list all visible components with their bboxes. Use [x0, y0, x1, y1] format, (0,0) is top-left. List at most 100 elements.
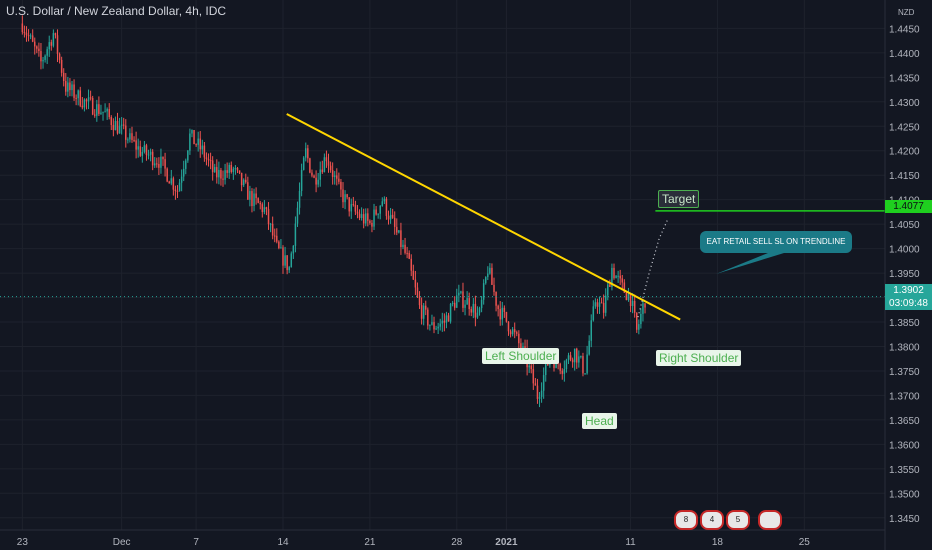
x-tick-label: 28	[451, 537, 463, 548]
trendline	[286, 113, 681, 321]
candle-body	[319, 169, 321, 180]
candle-body	[226, 170, 228, 173]
candle-body	[25, 32, 28, 36]
event-flag-icon[interactable]	[758, 510, 782, 530]
candle-body	[222, 178, 224, 180]
candle-body	[120, 124, 123, 126]
x-tick-label: 25	[799, 537, 811, 548]
candle-body	[98, 104, 100, 114]
right-shoulder-label[interactable]: Right Shoulder	[656, 350, 742, 366]
candle-body	[145, 145, 148, 155]
candle-body	[282, 247, 284, 266]
candle-body	[195, 144, 197, 146]
candle-body	[127, 139, 129, 141]
candle-body	[586, 354, 588, 374]
x-tick-label: Dec	[113, 537, 131, 548]
candle-body	[360, 214, 363, 218]
candle-body	[534, 383, 537, 386]
candle-body	[412, 270, 415, 280]
candle-body	[410, 258, 413, 271]
candle-body	[344, 194, 346, 203]
candle-body	[387, 215, 390, 220]
candle-body	[230, 164, 233, 172]
event-flag-icon[interactable]: 5	[726, 510, 750, 530]
candle-body	[62, 72, 65, 82]
y-tick-label: 1.3850	[889, 318, 920, 329]
candle-body	[333, 175, 336, 177]
candle-body	[298, 190, 301, 208]
candle-body	[259, 202, 261, 205]
candle-body	[408, 253, 410, 259]
candle-body	[178, 182, 181, 192]
candle-body	[362, 214, 365, 224]
candle-body	[497, 305, 499, 310]
candle-body	[317, 179, 319, 185]
candle-body	[578, 356, 580, 363]
candle-body	[89, 97, 92, 99]
head-label[interactable]: Head	[582, 413, 617, 429]
candle-body	[54, 33, 57, 36]
candle-body	[493, 284, 495, 292]
y-tick-label: 1.3550	[889, 465, 920, 476]
candle-body	[435, 328, 437, 330]
candle-body	[170, 178, 173, 184]
candle-body	[468, 298, 470, 310]
candle-body	[615, 275, 617, 279]
candle-body	[600, 302, 603, 304]
event-flag-icon[interactable]: 4	[700, 510, 724, 530]
candle-body	[85, 99, 88, 102]
candle-body	[300, 169, 303, 191]
candle-body	[611, 267, 613, 287]
candle-body	[253, 193, 255, 207]
callout-note[interactable]: EAT RETAIL SELL SL ON TRENDLINE	[700, 231, 852, 253]
candle-body	[480, 299, 483, 309]
left-shoulder-label[interactable]: Left Shoulder	[482, 348, 560, 364]
candle-body	[379, 205, 381, 214]
candle-body	[613, 267, 615, 279]
event-flag-icon[interactable]: 8	[674, 510, 698, 530]
candle-body	[507, 321, 510, 332]
candle-body	[462, 291, 464, 308]
candle-body	[135, 140, 137, 150]
candle-body	[631, 300, 634, 306]
candle-body	[340, 181, 342, 190]
candle-body	[602, 302, 605, 313]
candle-body	[48, 42, 50, 50]
currency-label: NZD	[898, 8, 915, 17]
candle-body	[273, 235, 276, 237]
candle-body	[255, 193, 257, 199]
candle-body	[199, 138, 202, 150]
candle-body	[191, 130, 193, 134]
candle-body	[156, 163, 158, 165]
candle-body	[52, 33, 55, 46]
candle-body	[31, 35, 34, 42]
candle-body	[640, 313, 642, 325]
candle-body	[383, 198, 386, 202]
candle-body	[102, 111, 104, 113]
target-label[interactable]: Target	[658, 190, 700, 208]
candle-body	[46, 49, 48, 56]
candle-body	[313, 175, 315, 178]
candle-body	[580, 356, 582, 358]
candle-body	[638, 324, 640, 330]
candle-body	[561, 370, 564, 374]
candle-body	[451, 302, 454, 304]
candle-body	[478, 308, 481, 313]
candle-body	[104, 111, 106, 113]
grid-lines	[0, 0, 885, 530]
candle-body	[83, 99, 86, 108]
candle-body	[218, 170, 220, 178]
candle-body	[60, 59, 63, 73]
candle-body	[472, 303, 475, 313]
y-tick-label: 1.4150	[889, 171, 920, 182]
last-price-tag: 1.3902	[885, 284, 932, 297]
candle-body	[511, 329, 514, 335]
candle-body	[396, 226, 398, 233]
candle-body	[50, 42, 53, 46]
candle-body	[414, 279, 417, 288]
candle-body	[286, 255, 288, 271]
candle-body	[400, 230, 402, 248]
candle-body	[114, 120, 117, 131]
candle-body	[216, 167, 218, 178]
